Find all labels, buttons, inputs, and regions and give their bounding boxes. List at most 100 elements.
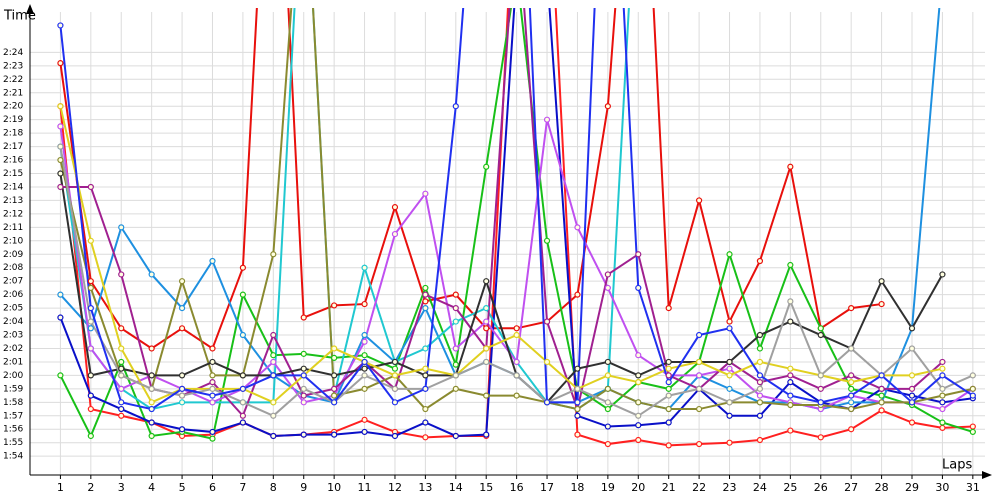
point: [148, 399, 155, 406]
point: [209, 385, 216, 392]
point: [209, 392, 216, 399]
point: [209, 435, 216, 442]
point: [452, 372, 459, 379]
point: [331, 354, 338, 362]
point: [756, 372, 764, 379]
point: [787, 298, 794, 305]
point: [209, 399, 216, 406]
point: [939, 405, 946, 413]
point: [543, 399, 551, 406]
y-tick-label: 1:55: [3, 438, 23, 448]
point: [270, 251, 277, 258]
point: [331, 385, 338, 392]
point: [239, 291, 246, 298]
y-tick-label: 2:14: [3, 182, 23, 192]
point: [209, 372, 216, 379]
y-tick-label: 2:04: [3, 317, 23, 327]
point: [391, 204, 399, 211]
y-tick-label: 2:05: [3, 304, 23, 314]
point: [939, 419, 946, 426]
point: [118, 399, 125, 406]
x-tick-label: 21: [662, 481, 676, 494]
y-tick-label: 2:07: [3, 277, 23, 287]
point: [57, 372, 64, 379]
point: [726, 358, 733, 366]
point: [756, 392, 764, 399]
point: [87, 237, 94, 244]
point: [726, 372, 733, 379]
x-tick-label: 14: [449, 481, 463, 494]
x-tick-label: 29: [905, 481, 919, 494]
point: [239, 372, 246, 379]
point: [452, 345, 459, 352]
point: [87, 183, 94, 191]
point: [483, 392, 490, 399]
point: [87, 405, 94, 413]
point: [452, 432, 459, 440]
point: [148, 432, 155, 440]
point: [361, 358, 368, 366]
point: [878, 392, 885, 399]
point: [361, 428, 368, 436]
point: [331, 302, 338, 309]
y-tick-label: 2:16: [3, 156, 23, 166]
y-tick-label: 2:17: [3, 142, 23, 152]
point: [543, 237, 551, 244]
point: [939, 365, 946, 372]
point: [452, 103, 459, 110]
point: [422, 365, 429, 372]
point: [209, 257, 216, 265]
point: [696, 197, 703, 204]
point: [939, 271, 946, 278]
point: [848, 345, 855, 352]
point: [361, 338, 368, 345]
x-tick-label: 26: [814, 481, 828, 494]
point: [848, 305, 855, 312]
point: [422, 405, 429, 413]
point: [969, 392, 976, 399]
point: [726, 365, 733, 372]
point: [178, 426, 186, 433]
y-tick-label: 2:09: [3, 250, 23, 260]
point: [87, 278, 94, 285]
point: [939, 392, 946, 399]
point: [543, 116, 551, 123]
point: [787, 318, 794, 325]
point: [756, 331, 764, 339]
point: [87, 392, 94, 399]
point: [239, 412, 246, 419]
point: [87, 318, 94, 325]
x-tick-label: 10: [327, 481, 341, 494]
point: [726, 251, 733, 258]
point: [118, 325, 125, 332]
point: [635, 372, 642, 379]
x-axis-title: Laps: [942, 458, 972, 473]
point: [483, 358, 490, 366]
point: [665, 385, 672, 392]
point: [726, 325, 733, 332]
point: [756, 358, 764, 366]
point: [848, 379, 855, 386]
point: [756, 436, 764, 444]
point: [483, 305, 490, 312]
point: [787, 427, 794, 434]
point: [908, 399, 916, 406]
point: [878, 278, 885, 285]
point: [635, 399, 642, 406]
point: [118, 412, 125, 419]
point: [696, 385, 703, 392]
point: [908, 385, 916, 392]
point: [118, 345, 125, 352]
point: [300, 392, 307, 399]
point: [543, 358, 551, 366]
point: [209, 379, 216, 386]
point: [331, 372, 338, 379]
point: [756, 345, 764, 352]
point: [665, 372, 672, 379]
x-tick-label: 4: [148, 481, 155, 494]
point: [483, 325, 490, 332]
point: [726, 412, 733, 419]
x-tick-label: 24: [753, 481, 767, 494]
point: [848, 426, 855, 433]
